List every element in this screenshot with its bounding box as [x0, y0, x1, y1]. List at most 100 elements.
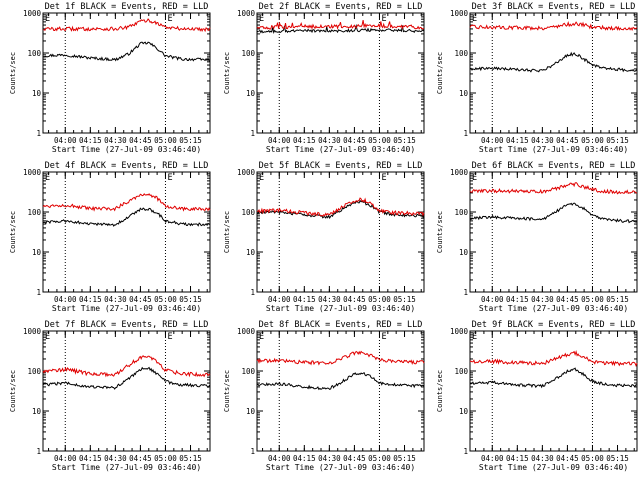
x-tick-label: 05:15	[606, 295, 629, 304]
y-tick-label: 100	[241, 49, 255, 58]
series-lld-line	[42, 18, 211, 33]
saa-flag: E	[472, 332, 477, 342]
plot-frame	[256, 171, 425, 293]
panel-title: Det 6f BLACK = Events, RED = LLD	[472, 161, 636, 171]
y-tick-label: 10	[32, 407, 42, 416]
x-tick-label: 04:00	[54, 454, 77, 463]
series-events-line	[469, 51, 638, 73]
x-tick-label: 04:00	[481, 295, 504, 304]
x-tick-label: 04:15	[79, 454, 102, 463]
x-tick-label: 05:00	[581, 136, 604, 145]
saa-flag: E	[45, 173, 50, 183]
series-lld-line	[256, 20, 425, 30]
x-tick-label: 04:00	[268, 454, 291, 463]
x-tick-label: 04:15	[506, 454, 529, 463]
y-tick-label: 1	[36, 447, 41, 456]
x-tick-label: 05:15	[606, 454, 629, 463]
plot-frame	[42, 12, 211, 134]
panel-title: Det 1f BLACK = Events, RED = LLD	[45, 2, 209, 12]
y-tick-label: 10	[459, 407, 469, 416]
series-lld-line	[469, 20, 638, 32]
x-tick-label: 04:30	[531, 136, 554, 145]
saa-flag: E	[594, 14, 599, 24]
x-axis-label: Start Time (27-Jul-09 03:46:40)	[52, 304, 201, 313]
saa-flag: E	[594, 332, 599, 342]
series-events-line	[42, 41, 211, 62]
y-axis-label: Counts/sec	[223, 370, 231, 412]
x-axis-label: Start Time (27-Jul-09 03:46:40)	[479, 463, 628, 472]
y-tick-label: 1	[36, 288, 41, 297]
y-tick-label: 1	[463, 129, 468, 138]
y-axis-label: Counts/sec	[9, 370, 17, 412]
series-lld-line	[469, 182, 638, 195]
x-tick-label: 04:15	[293, 136, 316, 145]
x-axis-label: Start Time (27-Jul-09 03:46:40)	[479, 304, 628, 313]
x-tick-label: 05:00	[154, 454, 177, 463]
plot-frame	[256, 330, 425, 452]
x-tick-label: 05:00	[368, 454, 391, 463]
x-tick-label: 04:00	[54, 136, 77, 145]
x-tick-label: 04:30	[104, 454, 127, 463]
y-axis-label: Counts/sec	[9, 52, 17, 94]
y-tick-label: 100	[27, 49, 41, 58]
saa-flag: E	[259, 173, 264, 183]
saa-flag: E	[381, 332, 386, 342]
panel-title: Det 2f BLACK = Events, RED = LLD	[259, 2, 423, 12]
x-tick-label: 04:15	[79, 295, 102, 304]
plot-frame	[42, 330, 211, 452]
x-tick-label: 04:15	[293, 454, 316, 463]
x-tick-label: 04:30	[531, 295, 554, 304]
x-tick-label: 04:00	[268, 295, 291, 304]
plot-frame	[469, 171, 638, 293]
plot-frame	[469, 12, 638, 134]
y-tick-label: 100	[454, 367, 468, 376]
x-tick-label: 04:45	[556, 295, 579, 304]
x-tick-label: 04:00	[481, 454, 504, 463]
panel-title: Det 4f BLACK = Events, RED = LLD	[45, 161, 209, 171]
y-axis-label: Counts/sec	[436, 370, 444, 412]
y-axis-label: Counts/sec	[223, 52, 231, 94]
x-tick-label: 04:45	[129, 454, 152, 463]
panel-2: Det 2f BLACK = Events, RED = LLD 1 10 100 10…	[223, 2, 425, 154]
x-tick-label: 05:15	[179, 136, 202, 145]
y-tick-label: 10	[246, 89, 256, 98]
x-axis-label: Start Time (27-Jul-09 03:46:40)	[52, 145, 201, 154]
saa-flag: E	[472, 14, 477, 24]
saa-flag: E	[259, 14, 264, 24]
x-tick-label: 04:45	[343, 295, 366, 304]
saa-flag: E	[472, 173, 477, 183]
x-tick-label: 05:15	[393, 295, 416, 304]
series-lld-line	[42, 193, 211, 212]
y-tick-label: 1	[463, 447, 468, 456]
y-tick-label: 1000	[237, 9, 256, 18]
panel-4: Det 4f BLACK = Events, RED = LLD 1 10 100 10…	[9, 161, 211, 313]
x-tick-label: 04:45	[343, 136, 366, 145]
series-lld-line	[42, 355, 211, 378]
saa-flag: E	[381, 14, 386, 24]
panel-title: Det 3f BLACK = Events, RED = LLD	[472, 2, 636, 12]
series-lld-line	[469, 350, 638, 367]
panel-title: Det 8f BLACK = Events, RED = LLD	[259, 320, 423, 330]
saa-flag: E	[594, 173, 599, 183]
x-tick-label: 05:00	[368, 136, 391, 145]
y-tick-label: 1	[463, 288, 468, 297]
y-tick-label: 1	[250, 447, 255, 456]
y-tick-label: 100	[27, 367, 41, 376]
y-tick-label: 100	[27, 208, 41, 217]
x-tick-label: 04:30	[318, 454, 341, 463]
y-tick-label: 100	[241, 367, 255, 376]
y-axis-label: Counts/sec	[223, 211, 231, 253]
y-axis-label: Counts/sec	[9, 211, 17, 253]
y-tick-label: 1000	[23, 168, 42, 177]
x-tick-label: 04:45	[556, 136, 579, 145]
y-tick-label: 10	[459, 248, 469, 257]
saa-flag: E	[45, 332, 50, 342]
y-tick-label: 1000	[450, 327, 469, 336]
x-axis-label: Start Time (27-Jul-09 03:46:40)	[479, 145, 628, 154]
y-tick-label: 1000	[23, 9, 42, 18]
y-tick-label: 10	[32, 89, 42, 98]
y-tick-label: 1	[36, 129, 41, 138]
y-tick-label: 10	[246, 248, 256, 257]
panel-3: Det 3f BLACK = Events, RED = LLD 1 10 100 10…	[436, 2, 638, 154]
y-tick-label: 1	[250, 288, 255, 297]
